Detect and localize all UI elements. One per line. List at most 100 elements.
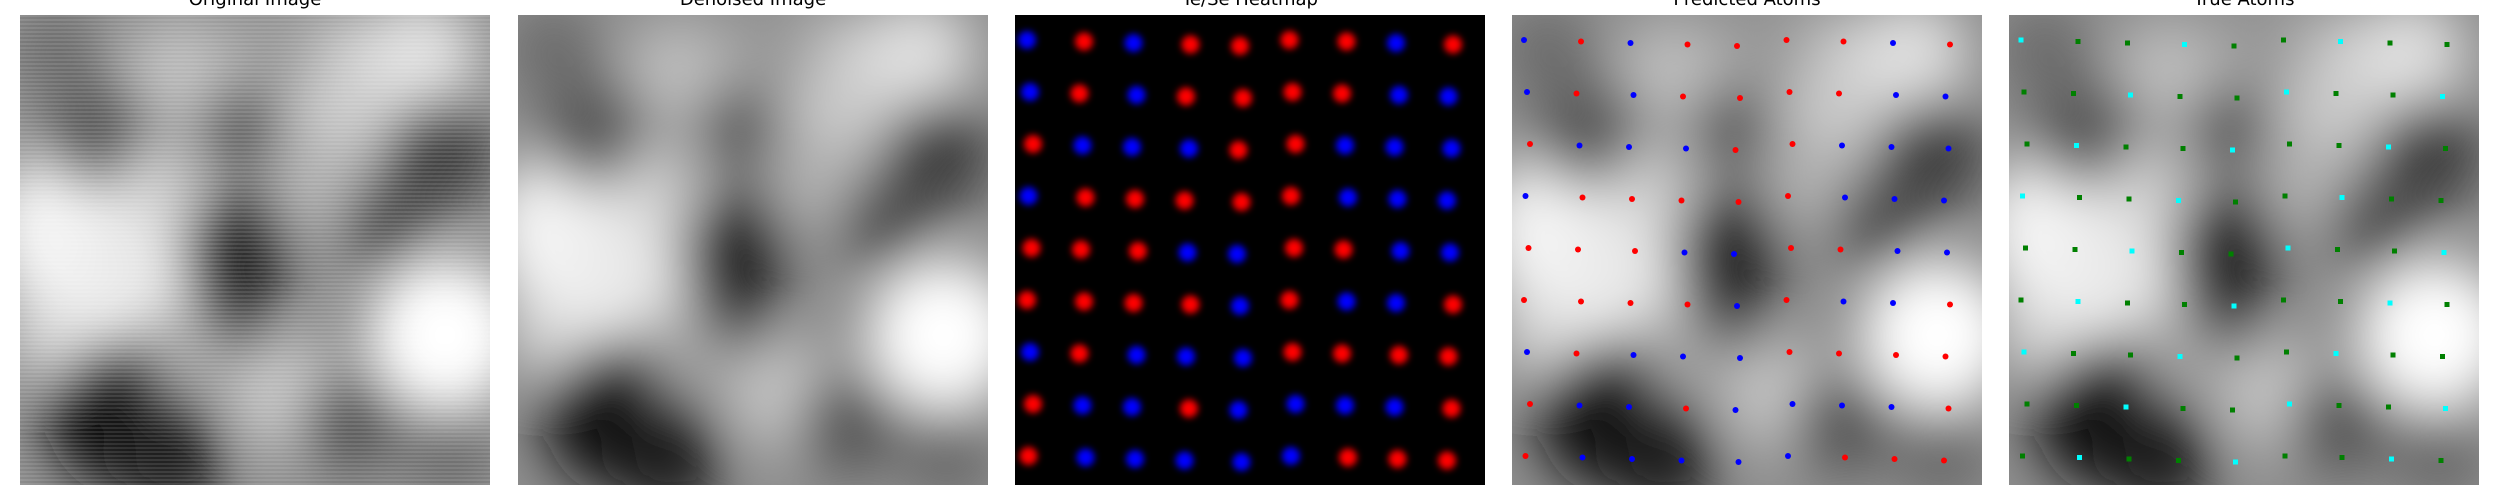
se-heat-spot xyxy=(1126,450,1144,468)
texture-blob xyxy=(1607,405,1717,485)
true-atom-marker xyxy=(2284,89,2289,95)
true-atom-marker xyxy=(2387,40,2393,46)
denoised-image xyxy=(518,15,988,485)
predicted-te-atom xyxy=(1836,350,1842,357)
panel-true-atoms: True Atoms xyxy=(2009,0,2479,490)
te-heat-spot xyxy=(1229,141,1248,159)
te-heat-spot xyxy=(1232,193,1251,211)
predicted-te-atom xyxy=(1837,246,1844,253)
predicted-se-atom xyxy=(1842,194,1848,201)
true-atom-marker xyxy=(2177,354,2183,359)
predicted-te-atom xyxy=(1684,301,1691,308)
predicted-te-atom xyxy=(1789,141,1796,147)
predicted-te-atom xyxy=(1525,245,1532,251)
texture-blob xyxy=(798,375,898,475)
true-atom-marker xyxy=(2128,352,2133,358)
true-atom-marker xyxy=(2179,250,2184,255)
se-heat-spot xyxy=(1229,401,1248,419)
te-heat-spot xyxy=(1075,32,1093,51)
predicted-se-atom xyxy=(1521,37,1527,43)
predicted-te-atom xyxy=(1786,349,1793,355)
predicted-te-atom xyxy=(1945,405,1952,412)
predicted-se-atom xyxy=(1626,144,1632,150)
texture-blob xyxy=(1832,180,1922,270)
te-heat-spot xyxy=(1231,37,1249,55)
te-heat-spot xyxy=(1018,291,1036,309)
heatmap-image xyxy=(1015,15,1485,485)
predicted-te-atom xyxy=(1632,248,1638,254)
se-heat-spot xyxy=(1076,448,1095,467)
predicted-se-atom xyxy=(1630,352,1637,358)
se-heat-spot xyxy=(1385,138,1404,156)
predicted-te-atom xyxy=(1836,90,1842,97)
predicted-se-atom xyxy=(1576,142,1583,149)
predicted-te-atom xyxy=(1947,41,1953,48)
te-heat-spot xyxy=(1076,188,1095,207)
predicted-se-atom xyxy=(1681,249,1688,256)
texture-blob xyxy=(863,15,973,110)
predicted-se-atom xyxy=(1734,303,1740,309)
true-atom-marker xyxy=(2287,401,2292,407)
se-heat-spot xyxy=(1336,396,1354,415)
te-heat-spot xyxy=(1072,240,1090,259)
true-atom-marker xyxy=(2441,250,2447,255)
se-heat-spot xyxy=(1127,346,1146,364)
se-heat-spot xyxy=(1177,347,1195,366)
se-heat-spot xyxy=(1018,31,1036,49)
texture-blob xyxy=(2104,405,2214,485)
texture-blob xyxy=(2354,15,2464,110)
true-atom-marker xyxy=(2023,245,2028,251)
true-atom-marker xyxy=(2125,300,2130,306)
true-atom-marker xyxy=(2386,144,2391,150)
true-atom-marker xyxy=(2335,247,2340,252)
true-atom-marker xyxy=(2234,95,2240,101)
predicted-se-atom xyxy=(1840,298,1847,305)
panel-denoised-image: Denoised Image xyxy=(518,0,988,490)
te-heat-spot xyxy=(1070,84,1089,103)
texture-blob xyxy=(1922,300,1982,390)
predicted-te-atom xyxy=(1737,95,1743,101)
true-atom-marker xyxy=(2180,406,2186,411)
predicted-te-atom xyxy=(1573,350,1580,357)
se-heat-spot xyxy=(1073,136,1092,155)
true-atom-marker xyxy=(2024,401,2030,407)
texture-blob xyxy=(1692,85,1772,165)
predicted-se-atom xyxy=(1579,454,1586,461)
predicted-te-atom xyxy=(1735,199,1742,205)
texture-blob xyxy=(648,315,728,395)
se-heat-spot xyxy=(1127,86,1146,104)
se-heat-spot xyxy=(1228,245,1246,263)
se-heat-spot xyxy=(1388,190,1407,208)
predicted-se-atom xyxy=(1627,40,1634,46)
predicted-te-atom xyxy=(1788,245,1794,251)
predicted-se-atom xyxy=(1731,251,1737,257)
true-atom-marker xyxy=(2440,354,2445,359)
predicted-se-atom xyxy=(1789,401,1796,407)
te-heat-spot xyxy=(1175,191,1194,210)
predicted-se-atom xyxy=(1890,40,1896,46)
predicted-se-atom xyxy=(1945,145,1952,152)
te-heat-spot xyxy=(1126,190,1144,208)
texture-blob xyxy=(618,145,698,225)
te-heat-spot xyxy=(1024,395,1042,413)
predicted-te-atom xyxy=(1575,246,1581,253)
te-heat-spot xyxy=(1234,89,1252,107)
predicted-se-atom xyxy=(1678,457,1685,464)
texture-blob xyxy=(2189,85,2269,165)
se-heat-spot xyxy=(1390,86,1408,104)
predicted-se-atom xyxy=(1891,196,1898,202)
predicted-te-atom xyxy=(1783,37,1790,43)
texture-blob xyxy=(613,405,723,485)
panel-title: Te/Se Heatmap xyxy=(1015,0,1485,12)
true-atom-marker xyxy=(2129,248,2135,254)
texture-blob xyxy=(1877,100,1982,210)
predicted-te-atom xyxy=(1942,353,1949,360)
texture-blob xyxy=(1512,295,1582,375)
texture-blob xyxy=(2289,375,2389,475)
te-heat-spot xyxy=(1439,347,1458,366)
predicted-se-atom xyxy=(1839,402,1845,409)
texture-blob xyxy=(578,205,698,325)
predicted-se-atom xyxy=(1839,142,1845,149)
predicted-te-atom xyxy=(1786,89,1793,95)
predicted-se-atom xyxy=(1888,144,1895,150)
